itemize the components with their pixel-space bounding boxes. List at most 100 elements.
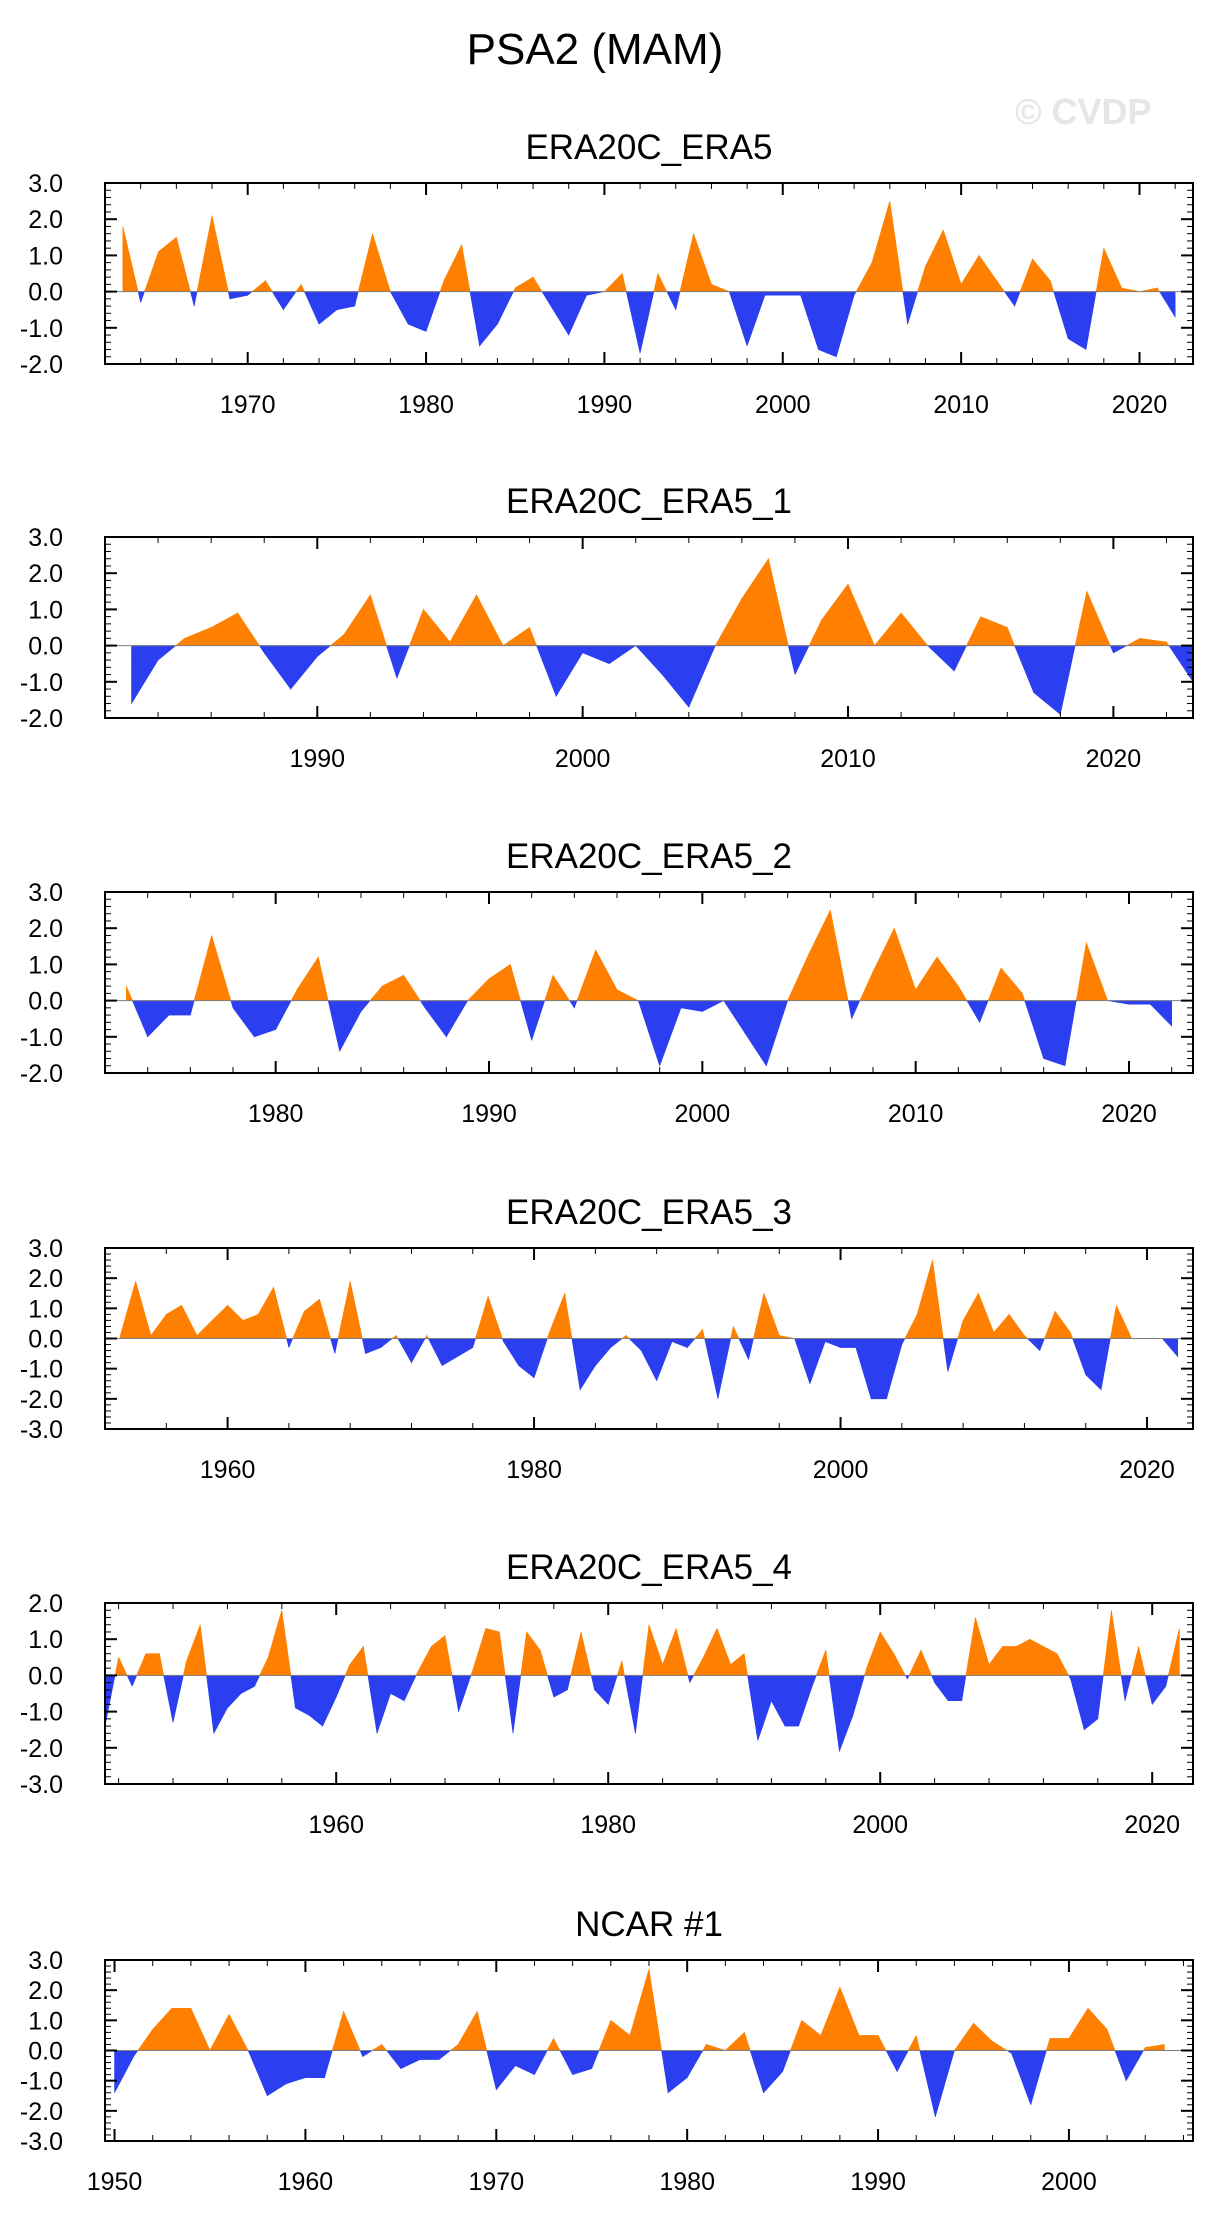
positive-area-segment (993, 1313, 1010, 1339)
negative-area-segment (1145, 1675, 1153, 1705)
negative-area-segment (390, 1675, 405, 1702)
negative-area-segment (254, 1000, 276, 1038)
positive-area-segment (1008, 1313, 1025, 1339)
negative-area-segment (503, 1338, 520, 1367)
negative-area-segment (247, 2050, 268, 2096)
y-tick-label: -2.0 (20, 351, 63, 379)
positive-area-segment (487, 1296, 503, 1339)
positive-area-segment (417, 1646, 432, 1676)
positive-area-segment (1106, 2029, 1116, 2051)
positive-area-segment (564, 1293, 573, 1339)
x-tick-label: 1960 (278, 2168, 334, 2196)
negative-area-segment (190, 291, 195, 307)
positive-area-segment (730, 1326, 734, 1339)
positive-area-segment (1054, 1310, 1071, 1339)
negative-area-segment (1097, 1675, 1104, 1719)
positive-area-segment (184, 627, 212, 646)
positive-area-segment (1002, 1646, 1017, 1676)
negative-area-segment (126, 1675, 133, 1687)
negative-area-segment (688, 645, 716, 708)
y-tick-label: -2.0 (20, 1386, 63, 1414)
positive-area-segment (159, 1653, 165, 1676)
positive-area-segment (1006, 627, 1016, 646)
positive-area-segment (915, 956, 938, 1001)
positive-area-segment (196, 1319, 213, 1339)
negative-area-segment (571, 1338, 581, 1390)
y-tick-label: -3.0 (20, 1416, 63, 1444)
positive-area-segment (552, 974, 571, 1001)
chart-title: ERA20C_ERA5_3 (506, 1193, 792, 1232)
x-tick-label: 2020 (1124, 1811, 1180, 1839)
x-tick-label: 2020 (1112, 391, 1168, 419)
y-tick-label: 3.0 (28, 524, 63, 552)
negative-area-segment (419, 1000, 426, 1009)
positive-area-segment (616, 1660, 623, 1676)
negative-area-segment (966, 1000, 980, 1024)
positive-area-segment (237, 612, 260, 646)
negative-area-segment (286, 1338, 290, 1348)
positive-area-segment (331, 2011, 344, 2051)
positive-area-segment (363, 1646, 369, 1676)
positive-area-segment (820, 1987, 841, 2051)
x-tick-label: 2000 (1041, 2168, 1097, 2196)
negative-area-segment (961, 1675, 967, 1701)
negative-area-segment (828, 1675, 840, 1752)
negative-area-segment (835, 291, 855, 357)
positive-area-segment (144, 251, 159, 292)
negative-area-segment (536, 645, 557, 697)
x-tick-label: 1980 (580, 1811, 636, 1839)
positive-area-segment (546, 1332, 550, 1339)
y-tick-label: 1.0 (28, 1295, 63, 1323)
negative-area-segment (389, 291, 409, 325)
chart-title: ERA20C_ERA5 (525, 128, 772, 167)
positive-area-segment (858, 2035, 879, 2051)
y-tick-label: -3.0 (20, 1771, 63, 1799)
positive-area-segment (894, 928, 916, 1001)
positive-area-segment (753, 1293, 765, 1339)
negative-area-segment (376, 1675, 391, 1734)
negative-area-segment (979, 1000, 989, 1023)
negative-area-segment (425, 291, 441, 332)
positive-area-segment (958, 985, 968, 1001)
positive-area-segment (174, 637, 185, 646)
positive-area-segment (741, 557, 769, 646)
positive-area-segment (648, 1624, 663, 1676)
positive-area-segment (839, 1987, 860, 2051)
negative-area-segment (574, 1000, 578, 1008)
negative-area-segment (1161, 1338, 1178, 1358)
negative-area-segment (534, 2050, 548, 2075)
y-tick-label: 0.0 (28, 2038, 63, 2066)
negative-area-segment (723, 1000, 746, 1035)
negative-area-segment (472, 1338, 476, 1348)
negative-area-segment (271, 291, 284, 311)
positive-area-segment (136, 1653, 147, 1676)
positive-area-segment (576, 949, 596, 1001)
positive-area-segment (871, 201, 891, 292)
positive-area-segment (962, 1292, 979, 1339)
negative-area-segment (637, 1000, 660, 1066)
positive-area-segment (553, 2038, 561, 2051)
positive-area-segment (662, 1628, 677, 1676)
positive-area-segment (349, 1281, 363, 1339)
positive-area-segment (801, 2019, 822, 2051)
positive-area-segment (196, 215, 213, 292)
negative-area-segment (559, 2050, 573, 2075)
negative-area-segment (809, 1338, 826, 1384)
negative-area-segment (131, 645, 159, 705)
y-tick-label: 3.0 (28, 1947, 63, 1975)
negative-area-segment (1120, 1675, 1126, 1701)
negative-area-segment (624, 1675, 636, 1734)
y-tick-label: -3.0 (20, 2128, 63, 2156)
negative-area-segment (839, 1675, 854, 1752)
negative-area-segment (1113, 645, 1127, 654)
positive-area-segment (973, 2022, 993, 2051)
negative-area-segment (495, 2050, 516, 2091)
negative-area-segment (853, 291, 857, 296)
x-tick-label: 2000 (675, 1100, 731, 1128)
x-tick-label: 1960 (200, 1456, 256, 1484)
x-tick-label: 2020 (1101, 1100, 1157, 1128)
negative-area-segment (628, 1338, 642, 1352)
negative-area-segment (749, 2050, 764, 2093)
x-tick-label: 1980 (248, 1100, 304, 1128)
